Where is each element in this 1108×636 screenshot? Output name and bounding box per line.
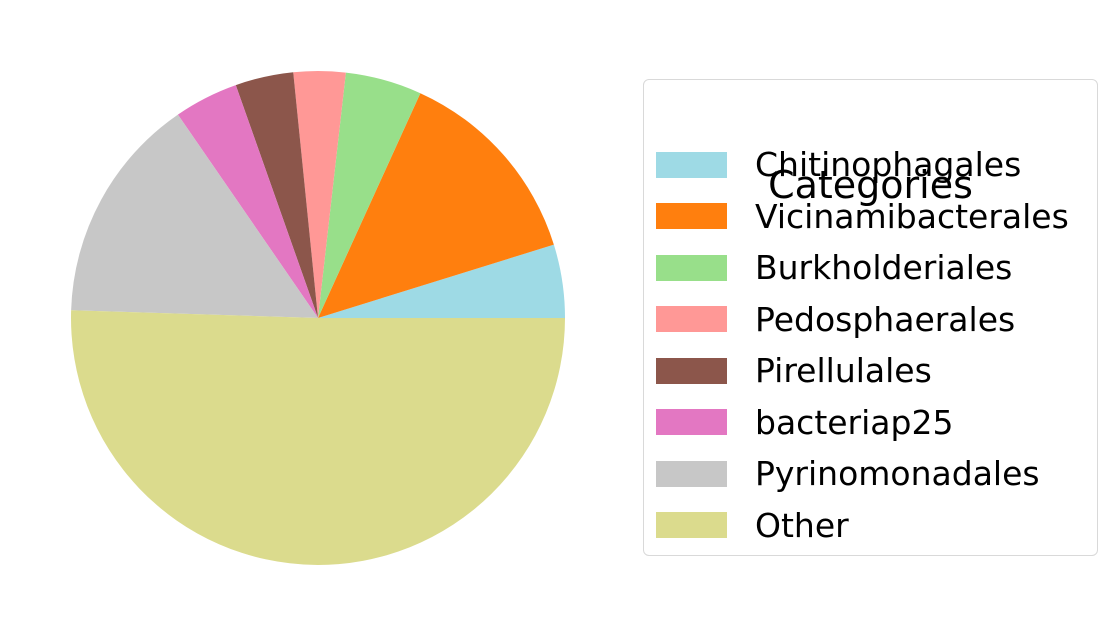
legend-item: Pyrinomonadales bbox=[656, 448, 1069, 500]
legend-swatch bbox=[656, 306, 727, 333]
legend-item: Chitinophagales bbox=[656, 139, 1069, 191]
legend-label: bacteriap25 bbox=[755, 402, 954, 442]
legend-swatch bbox=[656, 409, 727, 436]
legend-label: Chitinophagales bbox=[755, 145, 1022, 185]
legend-item: bacteriap25 bbox=[656, 397, 1069, 449]
legend-label: Vicinamibacterales bbox=[755, 196, 1069, 236]
legend-list: Chitinophagales Vicinamibacterales Burkh… bbox=[656, 139, 1069, 551]
pie-slice-vicinamibacterales bbox=[318, 93, 554, 318]
pie-slice-pyrinomonadales bbox=[71, 114, 319, 318]
pie-slice-pirellulales bbox=[235, 72, 318, 318]
pie-slice-pedosphaerales bbox=[293, 71, 346, 318]
legend-item: Pirellulales bbox=[656, 345, 1069, 397]
legend-swatch bbox=[656, 460, 727, 487]
legend-label: Pedosphaerales bbox=[755, 299, 1016, 339]
pie-chart bbox=[71, 71, 565, 565]
legend-swatch bbox=[656, 357, 727, 384]
legend-item: Pedosphaerales bbox=[656, 294, 1069, 346]
legend-item: Burkholderiales bbox=[656, 242, 1069, 294]
legend-swatch bbox=[656, 512, 727, 539]
pie-slice-other bbox=[71, 310, 565, 565]
pie-slice-bacteriap25 bbox=[177, 85, 318, 318]
legend-label: Burkholderiales bbox=[755, 248, 1013, 288]
legend-item: Other bbox=[656, 500, 1069, 552]
legend-label: Other bbox=[755, 505, 849, 545]
pie-slices bbox=[71, 71, 565, 565]
legend-label: Pirellulales bbox=[755, 351, 932, 391]
legend-title: Categories bbox=[768, 163, 973, 207]
legend-label: Pyrinomonadales bbox=[755, 454, 1040, 494]
legend-swatch bbox=[656, 151, 727, 178]
legend-item: Vicinamibacterales bbox=[656, 191, 1069, 243]
legend-swatch bbox=[656, 203, 727, 230]
pie-slice-burkholderiales bbox=[318, 72, 421, 318]
legend-swatch bbox=[656, 254, 727, 281]
pie-slice-chitinophagales bbox=[318, 244, 565, 318]
